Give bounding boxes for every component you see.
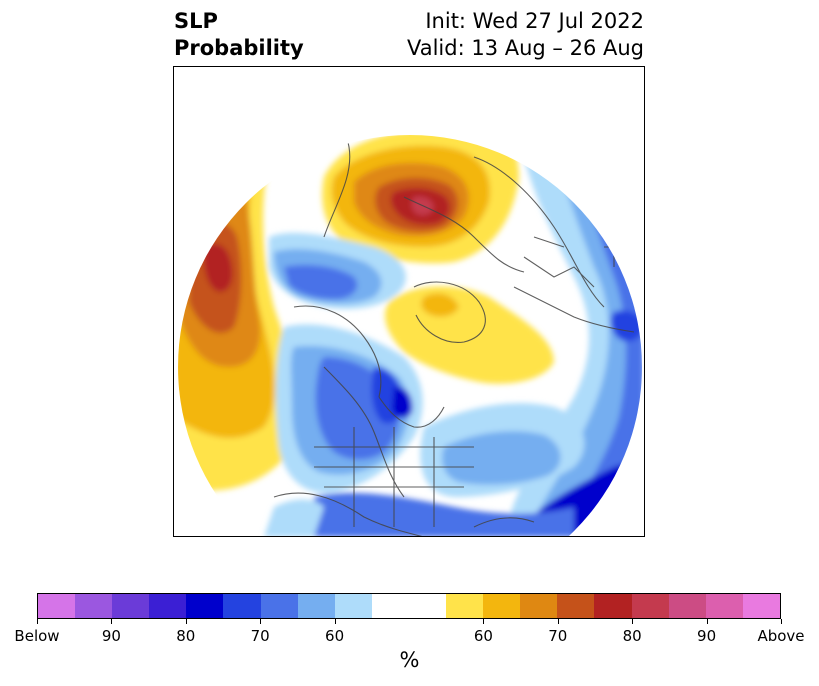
colorbar-tick-mark <box>37 619 38 624</box>
colorbar-tick-mark <box>706 619 708 624</box>
polar-map <box>173 66 645 537</box>
variable-label: SLP <box>174 9 218 33</box>
colorbar-tick-label: 80 <box>622 627 642 645</box>
colorbar-tick-mark <box>632 619 634 624</box>
map-title: SLP Probability <box>174 8 304 62</box>
colorbar-label: % <box>399 648 420 672</box>
colorbar-tick-mark <box>260 619 262 624</box>
valid-dates: Valid: 13 Aug – 26 Aug <box>406 36 644 60</box>
colorbar-swatch <box>520 594 558 618</box>
colorbar-tick-mark <box>334 619 336 624</box>
colorbar-swatch <box>705 594 743 618</box>
colorbar-tick-label: 90 <box>697 627 717 645</box>
colorbar-swatch <box>371 594 409 618</box>
colorbar-swatch <box>186 594 224 618</box>
colorbar-swatch <box>408 594 447 618</box>
product-label: Probability <box>174 36 304 60</box>
colorbar-swatch <box>742 594 780 618</box>
colorbar-tick-label: 70 <box>548 627 568 645</box>
probability-map <box>178 135 642 536</box>
colorbar-tick-mark <box>483 619 485 624</box>
colorbar-tick-mark <box>557 619 559 624</box>
colorbar-tick-mark <box>111 619 113 624</box>
colorbar-swatch <box>668 594 706 618</box>
colorbar-swatch <box>446 594 484 618</box>
colorbar-swatch <box>75 594 113 618</box>
colorbar-tick-mark <box>185 619 187 624</box>
colorbar-swatch <box>223 594 261 618</box>
colorbar-swatch <box>260 594 298 618</box>
colorbar <box>37 593 781 619</box>
colorbar-swatch <box>557 594 595 618</box>
colorbar-swatch <box>334 594 372 618</box>
map-dates: Init: Wed 27 Jul 2022 Valid: 13 Aug – 26… <box>407 8 644 62</box>
colorbar-tick-label: 60 <box>473 627 493 645</box>
init-date: Init: Wed 27 Jul 2022 <box>425 9 644 33</box>
colorbar-tick-label: Above <box>757 627 805 645</box>
colorbar-tick-label: 80 <box>176 627 196 645</box>
colorbar-swatch <box>297 594 335 618</box>
colorbar-tick-label: 90 <box>101 627 121 645</box>
colorbar-swatch <box>38 594 76 618</box>
colorbar-swatch <box>112 594 150 618</box>
colorbar-swatch <box>483 594 521 618</box>
colorbar-tick-label: 60 <box>325 627 345 645</box>
colorbar-tick-mark <box>781 619 782 624</box>
colorbar-tick-label: 70 <box>250 627 270 645</box>
colorbar-swatch <box>631 594 669 618</box>
colorbar-tick-label: Below <box>14 627 60 645</box>
colorbar-swatch <box>594 594 632 618</box>
colorbar-swatch <box>149 594 187 618</box>
